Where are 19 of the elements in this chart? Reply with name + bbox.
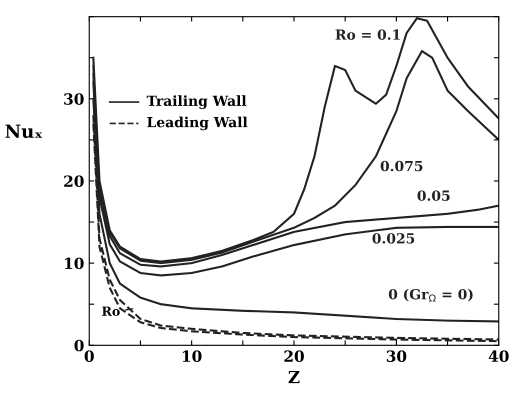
x-tick-label: 20 <box>284 350 304 362</box>
x-tick-label: 30 <box>386 350 406 362</box>
annotation: Leading Wall <box>147 116 248 130</box>
annotation: Ro <box>102 306 120 316</box>
y-tick-label: 30 <box>64 93 84 105</box>
series-label: 0.05 <box>418 190 450 201</box>
x-tick-label: 40 <box>488 350 509 362</box>
y-tick-label: 20 <box>64 175 84 187</box>
series-label: 0.075 <box>380 160 422 172</box>
x-tick-label: 0 <box>84 350 94 362</box>
series-label: Ro = 0.1 <box>336 29 400 40</box>
annotation: Trailing Wall <box>146 95 246 109</box>
x-tick-label: 10 <box>182 350 202 362</box>
series-label: 0.025 <box>372 233 414 244</box>
y-tick-label: 10 <box>64 258 84 270</box>
y-tick-label: 0 <box>74 340 84 352</box>
series-label: 0 (Gr$_{Ω}$ = 0) <box>388 288 473 302</box>
x-axis-title: Z <box>288 370 300 384</box>
y-axis-title: Nuₓ <box>5 124 42 138</box>
